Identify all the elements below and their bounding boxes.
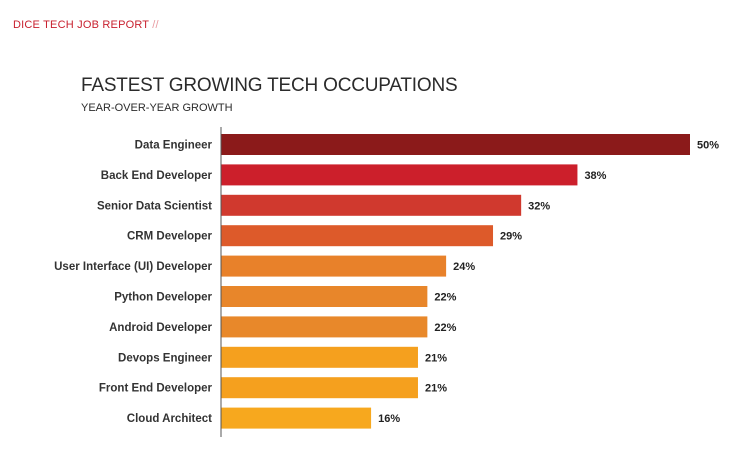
value-label-4: 24% <box>453 261 475 273</box>
chart-subtitle: YEAR-OVER-YEAR GROWTH <box>81 102 233 114</box>
value-label-5: 22% <box>434 292 456 304</box>
category-label-7: Devops Engineer <box>118 352 212 364</box>
bar-8 <box>221 377 418 399</box>
bar-1 <box>221 164 578 186</box>
category-label-3: CRM Developer <box>127 231 213 243</box>
bar-6 <box>221 316 428 338</box>
chart-title: FASTEST GROWING TECH OCCUPATIONS <box>81 75 458 96</box>
value-label-9: 16% <box>378 413 400 425</box>
bar-7 <box>221 346 418 368</box>
value-label-6: 22% <box>434 322 456 334</box>
category-label-5: Python Developer <box>114 292 212 304</box>
value-label-0: 50% <box>697 140 719 152</box>
bar-5 <box>221 286 428 307</box>
bar-2 <box>221 194 522 216</box>
category-label-6: Android Developer <box>109 322 212 334</box>
category-label-9: Cloud Architect <box>127 413 212 425</box>
category-label-2: Senior Data Scientist <box>97 200 212 212</box>
header-slashes: // <box>152 19 159 31</box>
bar-4 <box>221 255 447 277</box>
category-label-8: Front End Developer <box>99 383 213 395</box>
value-label-2: 32% <box>528 200 550 212</box>
value-label-1: 38% <box>584 170 606 182</box>
bar-9 <box>221 407 372 429</box>
report-header: DICE TECH JOB REPORT// <box>13 19 159 31</box>
category-label-4: User Interface (UI) Developer <box>54 261 212 273</box>
value-label-3: 29% <box>500 231 522 243</box>
category-label-0: Data Engineer <box>135 140 213 152</box>
value-label-7: 21% <box>425 352 447 364</box>
value-label-8: 21% <box>425 383 447 395</box>
report-header-label: DICE TECH JOB REPORT <box>13 19 150 31</box>
bar-3 <box>221 225 494 247</box>
bar-0 <box>221 134 690 155</box>
category-label-1: Back End Developer <box>101 170 213 182</box>
